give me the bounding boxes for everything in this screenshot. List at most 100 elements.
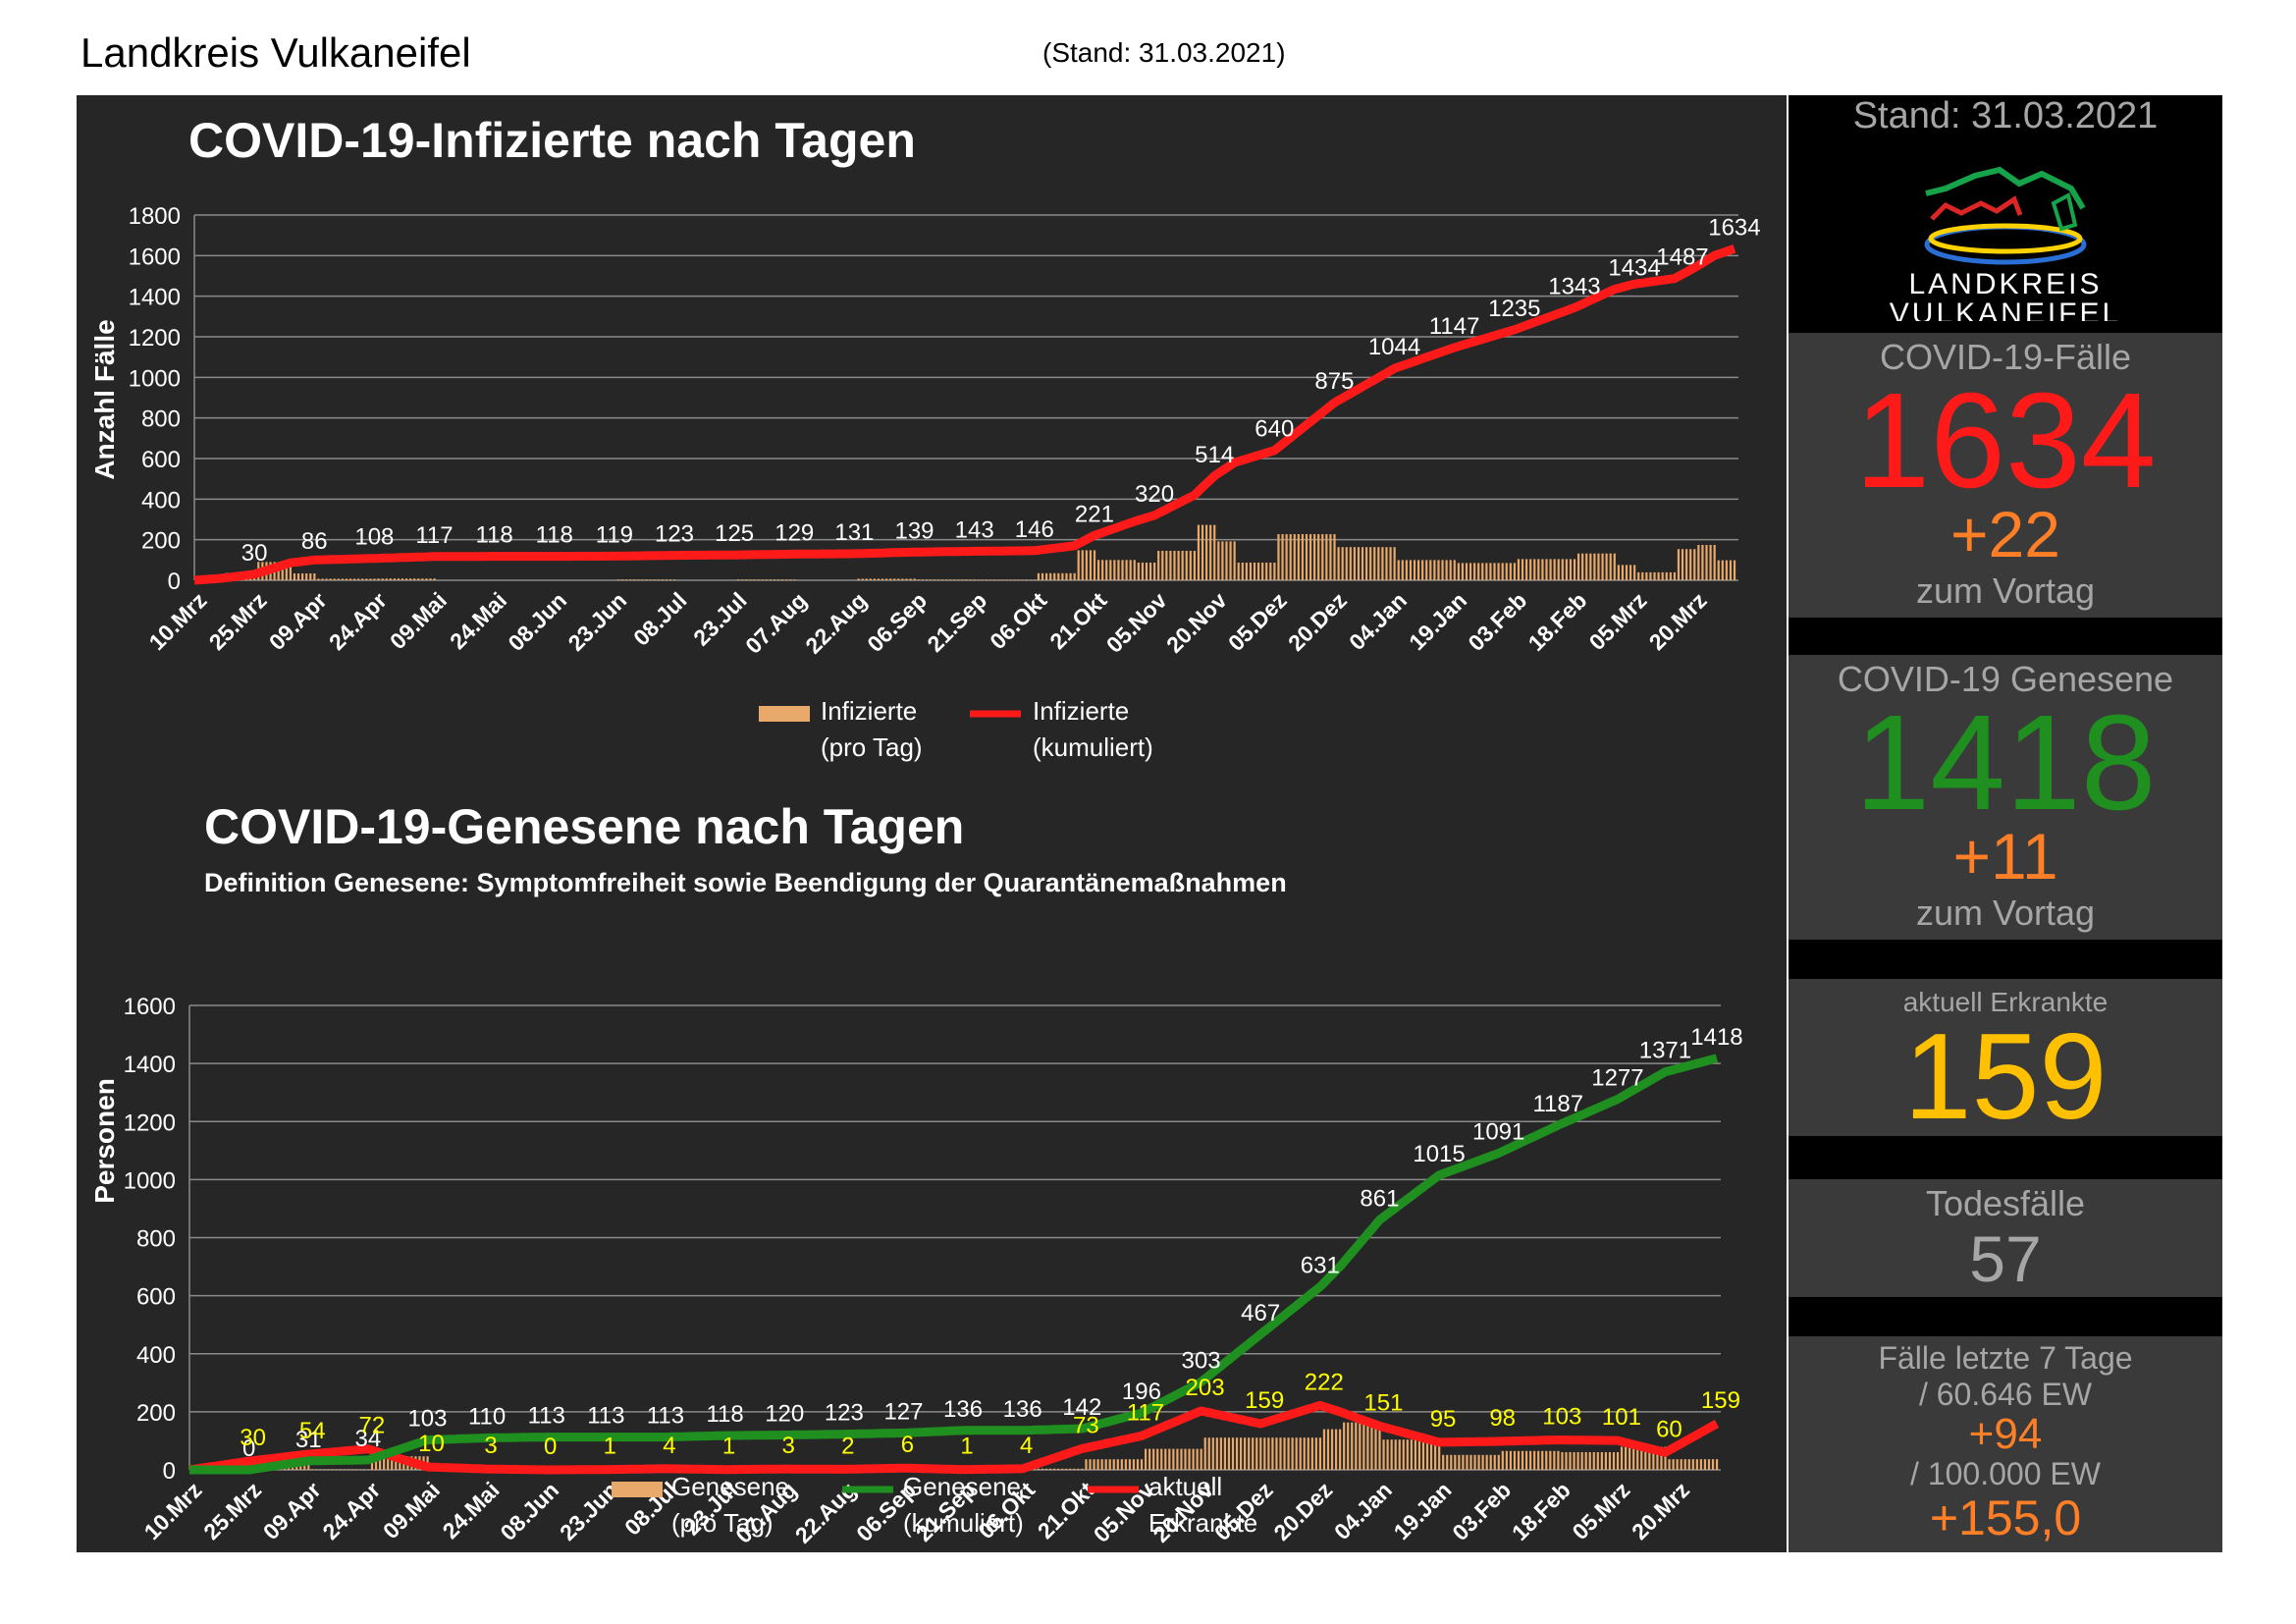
- daily-bar: [1229, 541, 1232, 580]
- legend-cumulative-label-2: (kumuliert): [1033, 732, 1153, 762]
- daily-bar: [1233, 541, 1236, 580]
- data-label: 875: [1314, 368, 1354, 395]
- x-tick-label: 20.Mrz: [1627, 1477, 1694, 1544]
- daily-bar: [1223, 1437, 1227, 1470]
- daily-bar: [1517, 559, 1521, 580]
- active-data-label: 2: [841, 1433, 854, 1459]
- daily-bar: [1053, 572, 1056, 580]
- y-tick-label: 1200: [129, 325, 181, 352]
- daily-bar: [1104, 1459, 1107, 1470]
- daily-bar: [1429, 1439, 1433, 1470]
- daily-bar: [1065, 1468, 1068, 1470]
- daily-bar: [1193, 551, 1196, 580]
- daily-bar: [319, 1469, 322, 1470]
- daily-bar: [657, 579, 660, 580]
- recovered-data-label: 1015: [1413, 1141, 1465, 1167]
- data-label: 320: [1135, 481, 1174, 508]
- deaths-label: Todesfälle: [1925, 1183, 2086, 1223]
- data-label: 1487: [1656, 244, 1708, 271]
- daily-bar: [1089, 1459, 1092, 1470]
- recovered-data-label: 113: [528, 1403, 565, 1430]
- daily-bar: [1013, 579, 1016, 580]
- data-label: 129: [774, 519, 814, 546]
- daily-bar: [1466, 1454, 1468, 1470]
- daily-bar: [1124, 1459, 1127, 1470]
- y-tick-label: 1400: [129, 285, 181, 311]
- daily-bar: [1553, 1450, 1556, 1470]
- daily-bar: [1359, 1422, 1362, 1470]
- daily-bar: [1303, 1437, 1306, 1470]
- x-tick-label: 03.Feb: [1447, 1477, 1516, 1545]
- daily-bar: [1275, 1437, 1278, 1470]
- active-data-label: 1: [722, 1434, 735, 1460]
- active-data-label: 72: [359, 1413, 386, 1439]
- recovered-data-label: 303: [1182, 1347, 1221, 1374]
- daily-bar: [957, 579, 960, 580]
- daily-bar: [1725, 560, 1728, 580]
- daily-bar: [1239, 1437, 1243, 1470]
- incidence-per-label: / 100.000 EW: [1910, 1456, 2101, 1491]
- daily-bar: [311, 1469, 314, 1470]
- daily-bar: [1450, 1454, 1453, 1470]
- daily-bar: [366, 1469, 370, 1470]
- active-data-label: 4: [1020, 1433, 1033, 1459]
- daily-bar: [313, 573, 316, 580]
- daily-bar: [881, 578, 884, 580]
- daily-bar: [1481, 1454, 1484, 1470]
- daily-bar: [1485, 1454, 1488, 1470]
- daily-bar: [1366, 1422, 1369, 1470]
- daily-bar: [1073, 1468, 1076, 1470]
- daily-bar: [301, 573, 304, 580]
- recovered-chart: COVID-19-Genesene nach Tagen Definition …: [89, 799, 1743, 1548]
- daily-bar: [1695, 1459, 1698, 1470]
- daily-bar: [1458, 1454, 1461, 1470]
- daily-bar: [1609, 553, 1612, 580]
- daily-bar: [1033, 579, 1036, 580]
- daily-bar: [933, 579, 936, 580]
- daily-bar: [1330, 1429, 1334, 1470]
- data-label: 514: [1195, 442, 1234, 468]
- daily-bar: [1085, 1459, 1088, 1470]
- recovered-data-label: 1187: [1532, 1091, 1583, 1117]
- x-tick-label: 18.Feb: [1523, 587, 1592, 656]
- daily-bar: [1125, 560, 1128, 580]
- daily-bar: [1061, 1468, 1064, 1470]
- daily-bar: [299, 1463, 302, 1470]
- daily-bar: [1385, 547, 1388, 580]
- daily-bar: [1339, 1429, 1342, 1470]
- daily-bar: [1313, 534, 1316, 580]
- daily-bar: [1465, 563, 1468, 580]
- daily-bar: [1689, 549, 1692, 580]
- daily-bar: [1221, 541, 1224, 580]
- daily-bar: [761, 579, 764, 580]
- daily-bar: [1293, 534, 1296, 580]
- daily-bar: [309, 573, 312, 580]
- daily-bar: [1537, 1450, 1540, 1470]
- daily-bar: [1301, 534, 1305, 580]
- daily-bar: [1664, 1446, 1667, 1470]
- daily-bar: [1349, 547, 1352, 580]
- x-tick-label: 20.Nov: [1161, 587, 1232, 658]
- daily-bar: [1454, 1454, 1457, 1470]
- daily-bar: [1473, 563, 1476, 580]
- daily-bar: [1648, 1446, 1651, 1470]
- daily-bar: [417, 578, 420, 580]
- daily-bar: [1096, 560, 1100, 580]
- daily-bar: [377, 578, 380, 580]
- daily-bar: [1353, 547, 1356, 580]
- x-tick-label: 03.Feb: [1463, 587, 1531, 656]
- daily-bar: [1037, 572, 1041, 580]
- daily-bar: [317, 578, 320, 580]
- daily-bar: [1493, 1454, 1496, 1470]
- x-tick-label: 07.Aug: [740, 587, 812, 659]
- daily-bar: [1370, 1422, 1373, 1470]
- recovered-cumulative-line: [188, 1054, 1719, 1475]
- daily-bar: [1200, 1448, 1202, 1470]
- data-label: 1634: [1708, 214, 1760, 241]
- daily-bar: [333, 578, 336, 580]
- daily-bar: [1314, 1437, 1317, 1470]
- daily-bar: [1446, 1454, 1449, 1470]
- legend-recovered-daily-label-1: Genesene: [671, 1472, 789, 1501]
- data-label: 118: [476, 522, 513, 549]
- daily-bar: [1685, 549, 1688, 580]
